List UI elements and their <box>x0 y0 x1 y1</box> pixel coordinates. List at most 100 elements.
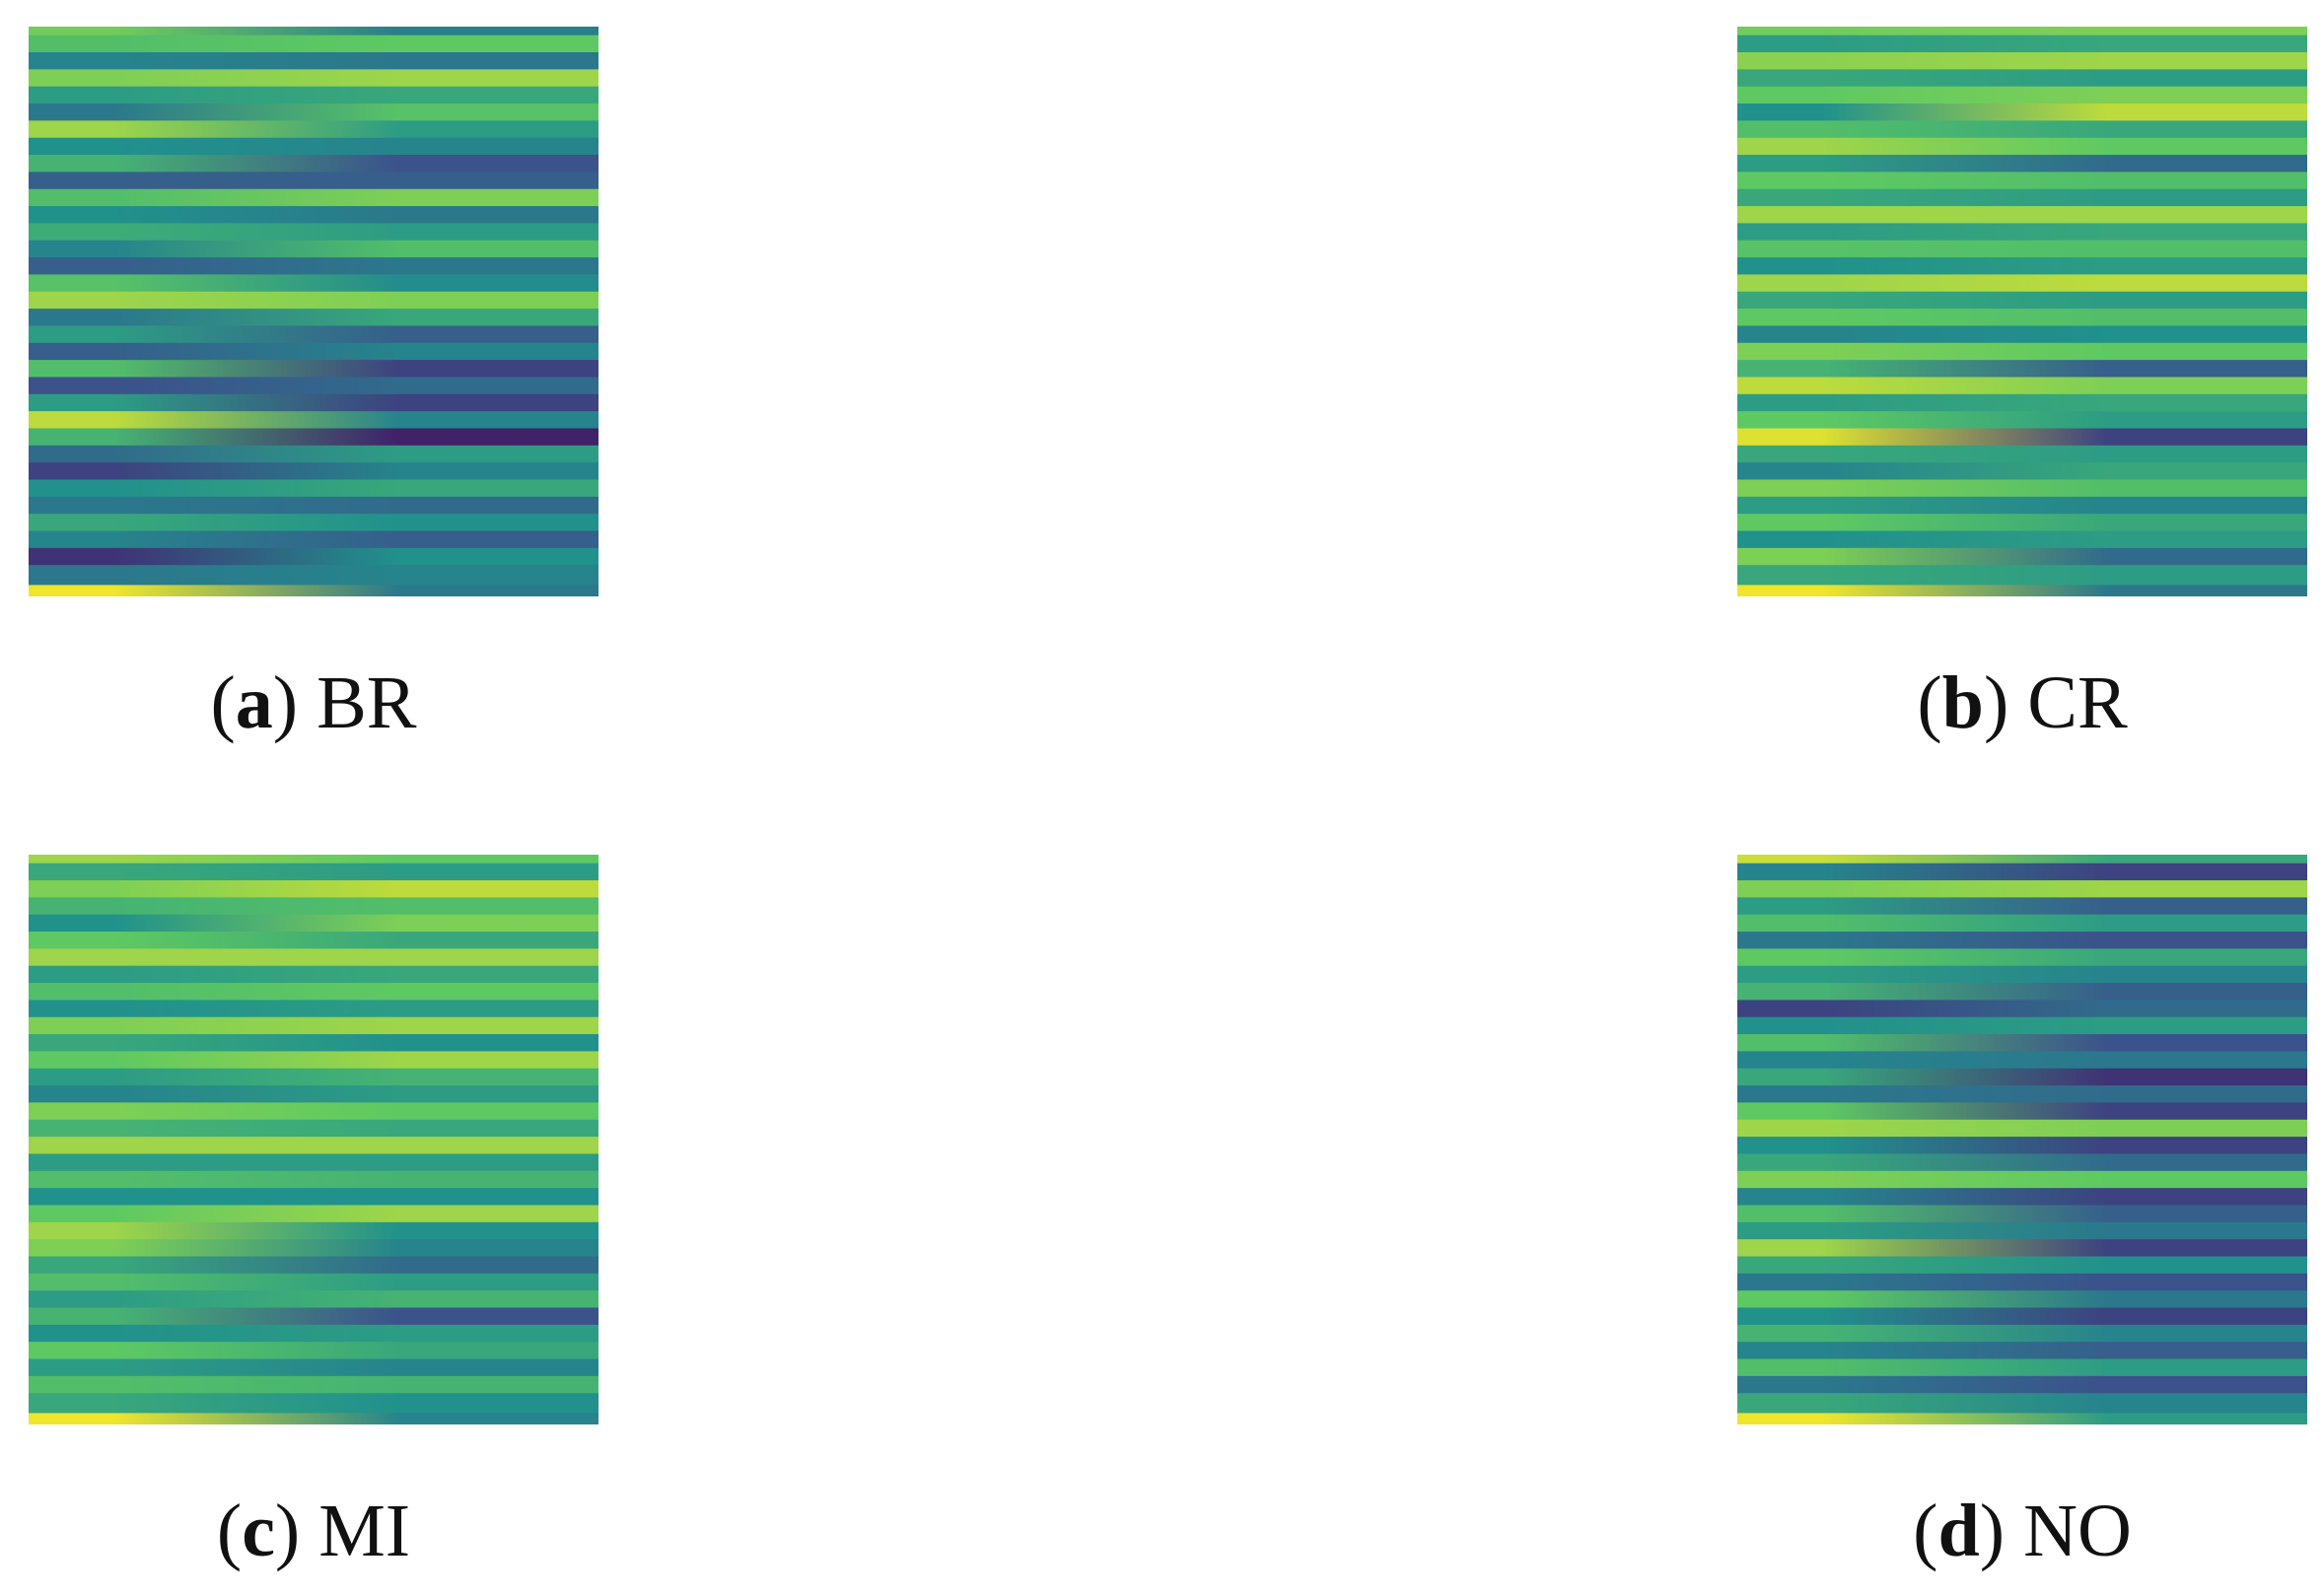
caption-label: MI <box>318 1490 411 1572</box>
heatmap-row <box>29 1239 599 1258</box>
heatmap-row <box>1737 514 2307 532</box>
heatmap-row <box>1737 1256 2307 1275</box>
heatmap-row <box>29 104 599 121</box>
heatmap-br <box>29 27 599 596</box>
heatmap-row <box>29 428 599 447</box>
heatmap-row <box>29 1034 599 1053</box>
heatmap-row <box>29 1051 599 1070</box>
heatmap-row <box>29 1205 599 1223</box>
heatmap-row <box>29 1068 599 1086</box>
heatmap-row <box>1737 1188 2307 1207</box>
caption-letter: a <box>235 661 273 744</box>
heatmap-row <box>1737 1358 2307 1377</box>
heatmap-row <box>29 1016 599 1035</box>
heatmap-row <box>1737 52 2307 70</box>
heatmap-row <box>29 342 599 361</box>
heatmap-row <box>29 547 599 566</box>
heatmap-row <box>29 855 599 865</box>
heatmap-row <box>1737 1085 2307 1104</box>
heatmap-row <box>1737 240 2307 258</box>
heatmap-row <box>29 1290 599 1309</box>
heatmap-row <box>1737 291 2307 310</box>
heatmap-row <box>1737 104 2307 121</box>
heatmap-row <box>29 914 599 933</box>
heatmap-no <box>1737 855 2307 1424</box>
heatmap-row <box>1737 1342 2307 1360</box>
heatmap-row <box>1737 914 2307 933</box>
heatmap-row <box>29 932 599 949</box>
heatmap-row <box>29 445 599 463</box>
heatmap-row <box>1737 309 2307 327</box>
heatmap-row <box>29 585 599 596</box>
heatmap-row <box>1737 1290 2307 1309</box>
heatmap-row <box>29 462 599 481</box>
heatmap-row <box>29 291 599 310</box>
caption-mi: (c) MI <box>216 1490 411 1572</box>
heatmap-row <box>1737 342 2307 361</box>
heatmap-row <box>1737 1137 2307 1155</box>
heatmap-row <box>29 863 599 881</box>
heatmap-row <box>29 1256 599 1275</box>
heatmap-row <box>1737 86 2307 104</box>
caption-label: CR <box>2027 661 2128 744</box>
heatmap-row <box>29 1413 599 1424</box>
heatmap-row <box>1737 496 2307 515</box>
heatmap-row <box>29 274 599 293</box>
heatmap-row <box>29 1221 599 1240</box>
heatmap-row <box>29 1358 599 1377</box>
heatmap-row <box>1737 393 2307 412</box>
heatmap-row <box>29 514 599 532</box>
heatmap-row <box>1737 983 2307 1001</box>
heatmap-row <box>1737 880 2307 898</box>
heatmap-row <box>1737 1153 2307 1172</box>
heatmap-row <box>1737 855 2307 865</box>
heatmap-row <box>1737 1205 2307 1223</box>
heatmap-row <box>1737 1170 2307 1189</box>
heatmap-row <box>29 1153 599 1172</box>
heatmap-row <box>1737 1239 2307 1258</box>
heatmap-row <box>29 1085 599 1104</box>
heatmap-row <box>29 1393 599 1415</box>
heatmap-row <box>1737 1307 2307 1326</box>
heatmap-row <box>29 880 599 898</box>
caption-letter: b <box>1941 661 1984 744</box>
heatmap-row <box>29 206 599 225</box>
heatmap-row <box>1737 27 2307 36</box>
heatmap-row <box>1737 411 2307 430</box>
heatmap-row <box>1737 479 2307 498</box>
heatmap-row <box>29 411 599 430</box>
heatmap-row <box>1737 1119 2307 1138</box>
heatmap-row <box>1737 897 2307 916</box>
heatmap-row <box>1737 69 2307 88</box>
heatmap-row <box>29 479 599 498</box>
heatmap-row <box>1737 1051 2307 1070</box>
heatmap-row <box>29 155 599 173</box>
heatmap-row <box>29 1102 599 1121</box>
panel-no: (d) NO <box>1737 855 2307 1584</box>
heatmap-row <box>1737 1375 2307 1394</box>
heatmap-row <box>1737 325 2307 344</box>
heatmap-row <box>29 360 599 379</box>
heatmap-row <box>29 223 599 242</box>
caption-br: (a) BR <box>210 661 417 744</box>
heatmap-row <box>29 983 599 1001</box>
caption-letter: c <box>242 1490 275 1572</box>
heatmap-row <box>1737 274 2307 293</box>
heatmap-row <box>1737 155 2307 173</box>
panel-br: (a) BR <box>29 27 599 756</box>
heatmap-row <box>1737 172 2307 190</box>
heatmap-row <box>1737 932 2307 949</box>
heatmap-row <box>29 1000 599 1018</box>
caption-label: BR <box>317 661 417 744</box>
heatmap-row <box>29 69 599 88</box>
heatmap-row <box>29 240 599 258</box>
heatmap-row <box>1737 863 2307 881</box>
heatmap-row <box>1737 1102 2307 1121</box>
heatmap-row <box>1737 462 2307 481</box>
heatmap-row <box>29 1273 599 1291</box>
heatmap-mi <box>29 855 599 1424</box>
heatmap-row <box>1737 137 2307 156</box>
heatmap-row <box>1737 1068 2307 1086</box>
heatmap-row <box>29 496 599 515</box>
heatmap-row <box>1737 188 2307 207</box>
